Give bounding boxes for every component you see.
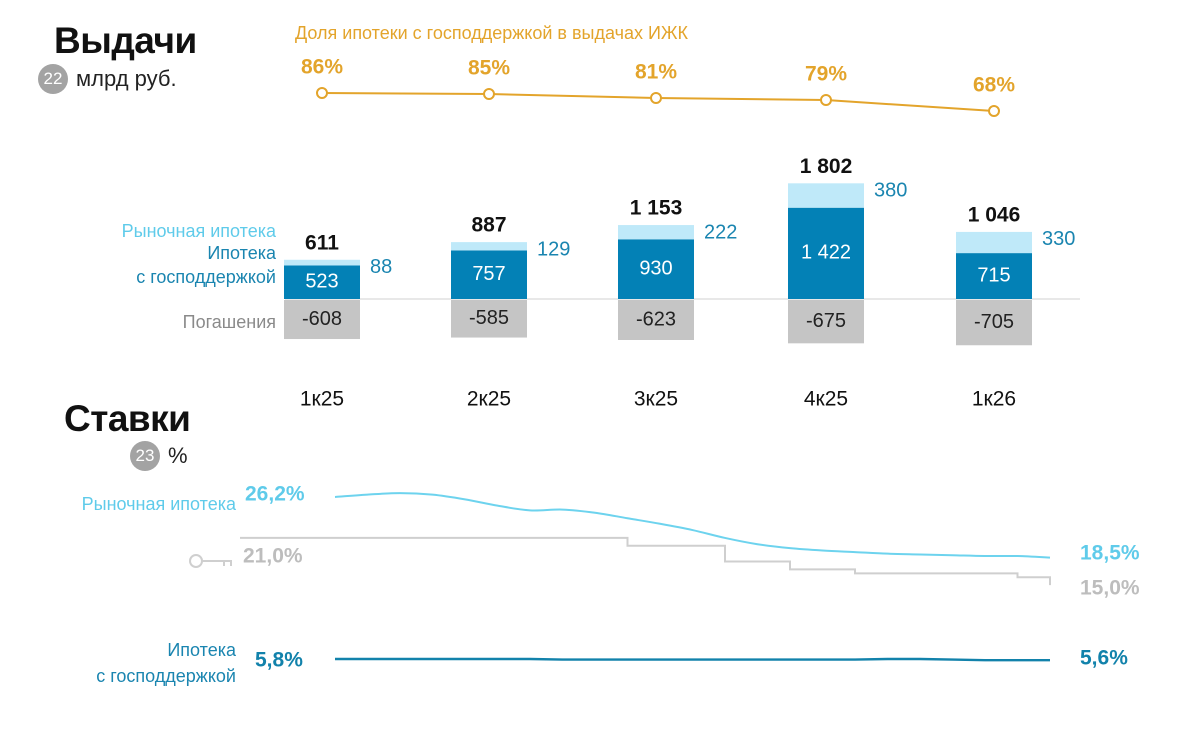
legend-subsidized-line1: Ипотека: [207, 243, 277, 263]
bar-repayment: [788, 300, 864, 344]
bar-label-total: 1 802: [800, 155, 853, 178]
x-tick-label: 2к25: [467, 388, 511, 411]
x-tick-label: 1к25: [300, 388, 344, 411]
legend-market: Рыночная ипотека: [122, 221, 277, 241]
issuance-unit: млрд руб.: [76, 66, 177, 91]
bar-label-total: 1 153: [630, 197, 683, 220]
bar-market: [788, 183, 864, 208]
bar-label-repayment: -585: [469, 307, 509, 329]
rates-title: Ставки: [64, 398, 191, 439]
share-label: 85%: [468, 57, 510, 80]
rates-unit-row: 23 %: [130, 441, 188, 471]
market-rate-end: 18,5%: [1080, 542, 1140, 565]
bar-label-subsidized: 523: [305, 270, 338, 292]
subsidized-rate-name-line2: с господдержкой: [96, 666, 236, 686]
share-point: [316, 87, 328, 99]
share-label: 81%: [635, 61, 677, 84]
key-icon-ring: [189, 554, 203, 568]
bar-repayment: [284, 300, 360, 340]
subsidized-rate-start: 5,8%: [255, 649, 303, 672]
key-rate-line: [240, 536, 1051, 586]
share-point: [483, 88, 495, 100]
bar-label-subsidized: 757: [472, 263, 505, 285]
issuance-unit-row: 22 млрд руб.: [38, 64, 177, 94]
bar-repayment: [451, 300, 527, 338]
bar-subsidized: [956, 253, 1032, 299]
subsidized-rate-line: [335, 657, 1050, 662]
legend-subsidized-line2: с господдержкой: [136, 267, 276, 287]
market-rate-line: [334, 492, 1051, 559]
key-icon: [189, 554, 232, 568]
bar-label-market: 88: [370, 256, 392, 278]
bar-label-market: 222: [704, 221, 737, 243]
bar-repayment: [956, 300, 1032, 346]
share-point: [988, 105, 1000, 117]
legend-repayment: Погашения: [183, 312, 276, 332]
bar-label-repayment: -675: [806, 310, 846, 332]
subsidized-rate-end: 5,6%: [1080, 647, 1128, 670]
bar-label-market: 380: [874, 180, 907, 202]
bar-label-repayment: -705: [974, 311, 1014, 333]
key-rate-start: 21,0%: [243, 545, 303, 568]
rates-unit: %: [168, 443, 188, 468]
bar-repayment: [618, 300, 694, 340]
share-label: 86%: [301, 56, 343, 79]
x-tick-label: 3к25: [634, 388, 678, 411]
bar-subsidized: [618, 239, 694, 299]
subsidized-rate-name-line1: Ипотека: [167, 640, 237, 660]
bar-label-total: 611: [305, 231, 339, 254]
bar-subsidized: [788, 207, 864, 299]
share-label: 68%: [973, 74, 1015, 97]
rates-unit-badge: 23: [130, 441, 160, 471]
bar-market: [284, 259, 360, 266]
bar-label-subsidized: 715: [977, 264, 1010, 286]
market-rate-name: Рыночная ипотека: [82, 494, 237, 514]
x-tick-label: 4к25: [804, 388, 848, 411]
market-rate-start: 26,2%: [245, 483, 305, 506]
key-rate-end: 15,0%: [1080, 577, 1140, 600]
bar-label-market: 129: [537, 238, 570, 260]
share-point: [820, 94, 832, 106]
x-tick-label: 1к26: [972, 388, 1016, 411]
bar-label-subsidized: 930: [639, 257, 672, 279]
issuance-title: Выдачи: [54, 20, 197, 61]
bar-market: [618, 225, 694, 240]
issuance-unit-badge: 22: [38, 64, 68, 94]
share-title: Доля ипотеки с господдержкой в выдачах И…: [295, 23, 689, 43]
key-icon-stem: [202, 560, 232, 566]
bar-label-total: 887: [471, 214, 506, 237]
bar-label-subsidized: 1 422: [801, 242, 851, 264]
bar-label-market: 330: [1042, 228, 1075, 250]
share-label: 79%: [805, 63, 847, 86]
bar-label-total: 1 046: [968, 203, 1021, 226]
bar-label-repayment: -608: [302, 308, 342, 330]
bar-market: [451, 242, 527, 251]
bar-subsidized: [451, 250, 527, 299]
share-point: [650, 92, 662, 104]
bar-market: [956, 231, 1032, 254]
bar-subsidized: [284, 265, 360, 299]
bar-label-repayment: -623: [636, 308, 676, 330]
